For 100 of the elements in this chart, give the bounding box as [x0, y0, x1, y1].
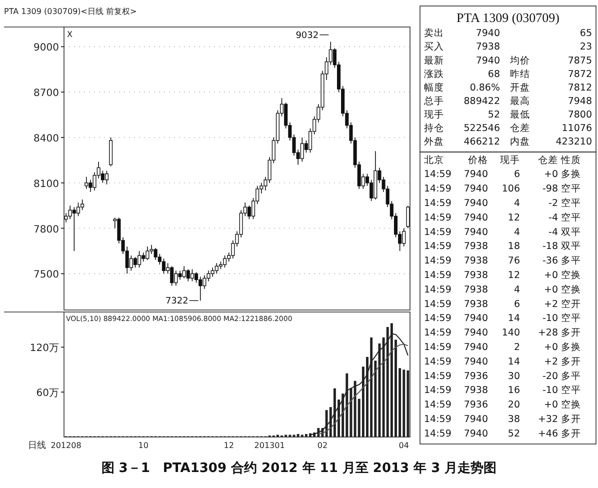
text: 幅度 — [424, 81, 444, 94]
y-tick-label: 8400 — [34, 133, 59, 144]
text: 7940 — [464, 342, 488, 353]
text: 14:59 — [424, 198, 452, 209]
text: 14:59 — [424, 298, 452, 310]
text: 7940 — [464, 169, 488, 180]
text: 14:59 — [424, 284, 452, 296]
text: -10 — [542, 385, 558, 396]
text: 30 — [508, 370, 520, 382]
text: 买入 — [424, 40, 444, 53]
text: 仓差 — [510, 122, 530, 134]
x-tick-label: 201208 — [50, 441, 82, 450]
text: 7938 — [464, 385, 488, 396]
text: 12 — [508, 270, 520, 281]
x-tick-label: 10 — [138, 441, 148, 450]
text: -98 — [542, 184, 558, 195]
text: 7940 — [464, 212, 488, 224]
text: +0 — [544, 400, 558, 411]
text: 现手 — [500, 154, 520, 166]
text: 空平 — [561, 384, 581, 396]
text: +28 — [538, 328, 558, 339]
text: 多平 — [561, 370, 581, 382]
text: 仓差 — [538, 154, 558, 166]
text: 空换 — [561, 269, 581, 281]
text: 52 — [508, 428, 520, 440]
y-tick-label: 120万 — [30, 343, 59, 354]
caption: 图 3－1 PTA1309 合约 2012 年 11 月至 2013 年 3 月走势图 — [101, 460, 497, 476]
text: 7936 — [464, 400, 488, 411]
text: 522546 — [464, 123, 500, 134]
bar — [406, 370, 410, 437]
text: -36 — [542, 256, 558, 267]
text: 7940 — [476, 55, 500, 66]
text: 7940 — [464, 198, 488, 209]
text: 空平 — [561, 197, 581, 209]
text: 开盘 — [510, 81, 530, 94]
text: 外盘 — [424, 136, 444, 148]
bar — [402, 370, 406, 437]
text: -2 — [548, 198, 558, 209]
text: 4 — [514, 198, 520, 209]
text: 多开 — [561, 427, 581, 440]
text: 14 — [508, 356, 520, 368]
text: 14:59 — [424, 313, 452, 324]
text: 14:59 — [424, 184, 452, 195]
y-tick-label: 7500 — [34, 270, 59, 281]
text: 889422 — [464, 96, 500, 107]
text: 14:59 — [424, 428, 452, 440]
text: 双平 — [561, 226, 581, 238]
text: 12 — [508, 212, 520, 224]
text: 11076 — [562, 123, 592, 134]
chart-title: PTA 1309 (030709)<日线 前复权> — [4, 7, 137, 16]
y-tick-label: 8100 — [34, 178, 59, 190]
text: 7938 — [464, 241, 488, 252]
text: +2 — [544, 356, 558, 368]
text: 7940 — [464, 328, 488, 339]
annotation: X — [67, 30, 73, 39]
text: 北京 — [424, 154, 444, 166]
text: 20 — [508, 400, 520, 411]
text: +0 — [544, 284, 558, 296]
text: 52 — [488, 110, 500, 120]
text: 14:59 — [424, 270, 452, 281]
text: +0 — [544, 169, 558, 180]
text: 7948 — [568, 96, 592, 107]
text: 空平 — [561, 312, 581, 324]
text: 0.86% — [470, 82, 500, 94]
text: 空平 — [561, 182, 581, 195]
text: 空换 — [561, 283, 581, 296]
text: 多换 — [561, 341, 581, 353]
text: 14:59 — [424, 356, 452, 368]
text: 14:59 — [424, 169, 452, 180]
text: 140 — [502, 328, 520, 339]
text: 7875 — [568, 55, 592, 66]
text: 65 — [580, 28, 592, 40]
x-tick-label: 02 — [317, 441, 328, 450]
text: 性质 — [560, 154, 581, 166]
text: 106 — [502, 184, 520, 195]
text: 14:59 — [424, 212, 452, 224]
text: 多开 — [561, 326, 581, 339]
text: 最高 — [510, 94, 530, 107]
bar — [296, 434, 300, 437]
text: 空开 — [561, 298, 581, 310]
text: 14:59 — [424, 328, 452, 339]
text: 涨跌 — [424, 68, 444, 80]
x-tick-label: 12 — [224, 441, 234, 450]
text: -4 — [548, 212, 558, 224]
text: 7940 — [464, 414, 488, 425]
text: 423210 — [556, 136, 592, 148]
text: -18 — [542, 241, 558, 252]
text: 最低 — [510, 110, 530, 120]
text: 14:59 — [424, 370, 452, 382]
text: 7800 — [568, 110, 592, 120]
text: 16 — [508, 385, 520, 396]
text: 内盘 — [510, 136, 530, 148]
text: 7938 — [464, 270, 488, 281]
text: 6 — [514, 298, 520, 310]
text: 14:59 — [424, 241, 452, 252]
x-tick-label: 201301 — [254, 441, 285, 450]
text: PTA 1309 (030709) — [456, 10, 560, 25]
text: 14:59 — [424, 226, 452, 238]
text: 昨结 — [510, 68, 530, 80]
text: 空平 — [561, 211, 581, 224]
